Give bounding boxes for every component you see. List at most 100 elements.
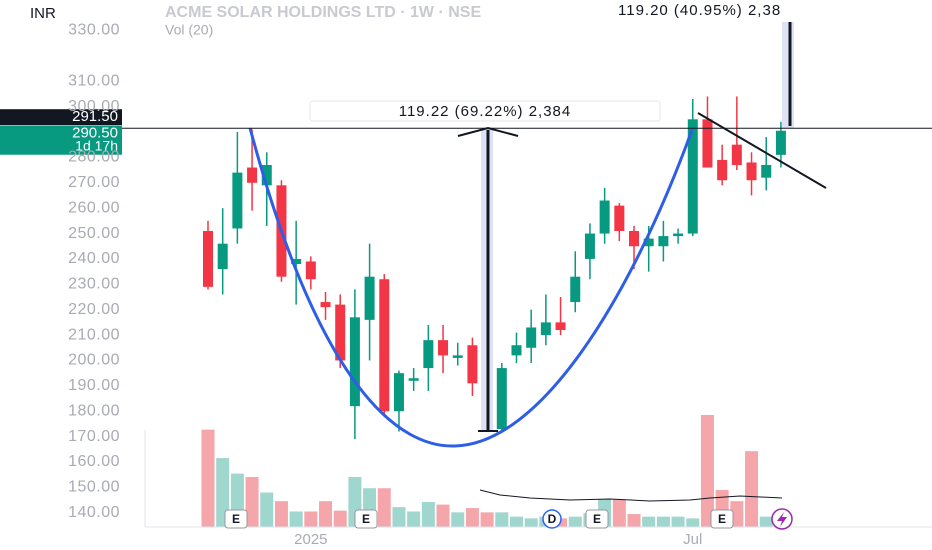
- candle-body: [526, 327, 537, 348]
- volume-bar: [319, 501, 333, 527]
- candle-body: [731, 144, 742, 165]
- y-tick-label: 220.00: [68, 301, 120, 318]
- candle-body: [614, 205, 625, 231]
- volume-bar: [201, 429, 215, 527]
- volume-bar: [730, 501, 744, 527]
- volume-bar: [377, 488, 391, 527]
- candle-body: [702, 119, 713, 168]
- volume-bar: [656, 516, 670, 527]
- candle-body: [349, 317, 360, 407]
- volume-bar: [245, 477, 259, 527]
- volume-bar: [642, 516, 656, 527]
- volume-bar: [686, 518, 700, 527]
- candle-body: [761, 165, 772, 178]
- y-tick-label: 210.00: [68, 326, 120, 343]
- close-tag: [0, 125, 122, 155]
- currency: INR: [30, 5, 56, 22]
- y-tick-label: 250.00: [68, 225, 120, 242]
- candle-body: [643, 238, 654, 247]
- y-tick-label: 180.00: [68, 402, 120, 419]
- event-marker: [585, 509, 609, 529]
- volume-bar: [421, 502, 435, 527]
- volume-bar: [260, 492, 274, 527]
- y-tick-label: 150.00: [68, 479, 120, 496]
- candle-body: [673, 233, 684, 237]
- volume-ma: [479, 489, 783, 502]
- event-label: E: [593, 512, 601, 526]
- event-marker: [542, 509, 562, 529]
- trend-line: [697, 112, 827, 189]
- candle-body: [232, 172, 243, 229]
- price-tag: [0, 109, 122, 126]
- x-tick-label: 2025: [294, 531, 327, 548]
- volume-bar: [745, 451, 759, 527]
- candle-body: [217, 243, 228, 270]
- y-tick-label: 330.00: [68, 22, 120, 39]
- candle-body: [305, 261, 316, 280]
- candle-body: [511, 345, 522, 356]
- volume-bar: [274, 501, 288, 527]
- event-label: D: [548, 512, 557, 526]
- candle-body: [555, 322, 566, 330]
- candle-body: [364, 276, 375, 320]
- volume-bar: [671, 516, 685, 527]
- candle-body: [291, 258, 302, 264]
- chart-title: ACME SOLAR HOLDINGS LTD · 1W · NSE: [165, 4, 481, 21]
- candle-body: [379, 279, 390, 412]
- volume-bar: [392, 507, 406, 527]
- y-tick-label: 190.00: [68, 377, 120, 394]
- dividend-icon: [777, 512, 787, 527]
- volume-bar: [216, 458, 230, 527]
- candle-body: [261, 165, 272, 186]
- y-tick-label: 280.00: [68, 149, 120, 166]
- y-tick-label: 170.00: [68, 428, 120, 445]
- y-tick-label: 310.00: [68, 72, 120, 89]
- y-tick-label: 160.00: [68, 453, 120, 470]
- event-label: E: [362, 512, 370, 526]
- candle-body: [629, 231, 640, 247]
- candle-body: [438, 340, 449, 356]
- volume-bar: [509, 516, 523, 527]
- event-marker: [710, 509, 734, 529]
- candle-body: [570, 276, 581, 303]
- y-tick-label: 200.00: [68, 352, 120, 369]
- candle-body: [599, 200, 610, 234]
- price-tag-label: 291.50: [72, 108, 118, 125]
- event-label: E: [718, 512, 726, 526]
- y-tick-label: 230.00: [68, 276, 120, 293]
- volume-bar: [568, 516, 582, 527]
- volume-label: Vol (20): [165, 22, 213, 38]
- candle-body: [540, 322, 551, 336]
- candle-body: [584, 233, 595, 259]
- y-tick-label: 260.00: [68, 199, 120, 216]
- volume-bar: [759, 516, 773, 527]
- volume-bar: [407, 511, 421, 527]
- volume-bar: [436, 504, 450, 527]
- candle-body: [203, 231, 213, 287]
- close-tag-label: 290.50: [72, 125, 118, 142]
- volume-bar: [612, 499, 626, 527]
- candle-body: [452, 355, 463, 358]
- y-tick-label: 240.00: [68, 250, 120, 267]
- measure-label: 119.20 (40.95%) 2,38: [618, 2, 781, 19]
- candle-body: [247, 167, 258, 183]
- candle-body: [467, 345, 478, 384]
- candle-body: [393, 373, 404, 412]
- candle-body: [687, 119, 698, 234]
- candle-body: [408, 378, 419, 381]
- volume-bar: [465, 508, 479, 527]
- volume-bar: [333, 510, 347, 527]
- event-marker: [354, 509, 378, 529]
- y-tick-label: 300.00: [68, 98, 120, 115]
- candle-body: [746, 162, 757, 181]
- candle-body: [717, 159, 728, 181]
- candle-body: [658, 236, 669, 247]
- countdown: 1d 17h: [75, 137, 118, 153]
- candle-body: [320, 302, 331, 308]
- measure-box: [309, 100, 661, 122]
- event-marker: [224, 509, 248, 529]
- measure-box: [612, 0, 932, 22]
- event-label: E: [232, 512, 240, 526]
